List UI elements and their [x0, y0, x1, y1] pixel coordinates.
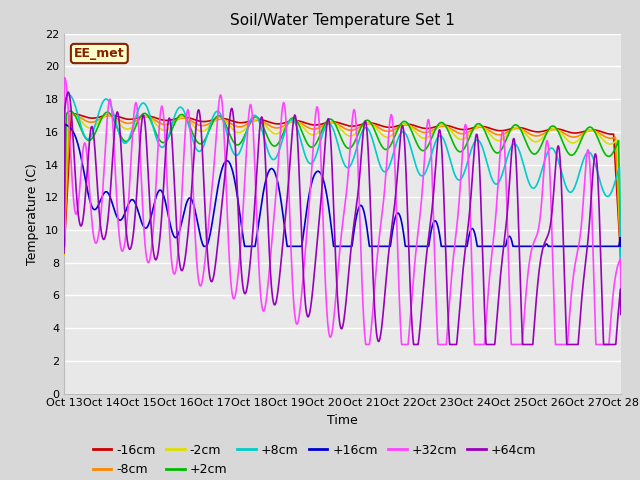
Line: +32cm: +32cm — [64, 78, 621, 345]
+8cm — [298, 141, 306, 147]
-2cm — [60, 252, 68, 258]
-2cm — [157, 126, 164, 132]
+16cm — [298, 243, 306, 249]
-2cm — [68, 111, 76, 117]
+16cm — [274, 179, 282, 185]
Line: -8cm: -8cm — [64, 115, 621, 261]
+64cm — [298, 238, 306, 244]
+32cm — [617, 289, 625, 295]
+2cm — [60, 246, 68, 252]
+32cm — [362, 342, 369, 348]
+32cm — [157, 108, 164, 113]
+2cm — [274, 141, 282, 147]
+32cm — [60, 233, 68, 239]
-8cm — [157, 120, 164, 126]
Line: +2cm: +2cm — [64, 111, 621, 261]
+16cm — [124, 203, 132, 209]
+16cm — [617, 243, 625, 249]
-8cm — [274, 125, 282, 131]
+32cm — [274, 168, 282, 174]
+8cm — [606, 192, 614, 197]
-2cm — [274, 131, 282, 136]
Title: Soil/Water Temperature Set 1: Soil/Water Temperature Set 1 — [230, 13, 455, 28]
+64cm — [547, 223, 554, 229]
Line: -16cm: -16cm — [64, 114, 621, 261]
+8cm — [274, 152, 282, 157]
-16cm — [157, 117, 164, 122]
+2cm — [606, 153, 614, 159]
+64cm — [65, 89, 72, 95]
-8cm — [298, 121, 306, 127]
+32cm — [606, 324, 614, 330]
Legend: -16cm, -8cm, -2cm, +2cm, +8cm, +16cm, +32cm, +64cm: -16cm, -8cm, -2cm, +2cm, +8cm, +16cm, +3… — [88, 439, 541, 480]
-16cm — [298, 119, 306, 125]
-16cm — [69, 111, 77, 117]
+64cm — [157, 226, 164, 231]
+64cm — [617, 312, 625, 317]
-16cm — [60, 251, 68, 257]
-16cm — [124, 116, 132, 122]
+16cm — [546, 243, 554, 249]
+32cm — [547, 179, 554, 185]
-8cm — [617, 258, 625, 264]
+64cm — [60, 250, 68, 256]
+32cm — [61, 75, 68, 81]
-16cm — [274, 121, 282, 127]
+2cm — [67, 108, 74, 114]
-8cm — [606, 135, 614, 141]
+16cm — [606, 243, 614, 249]
-8cm — [60, 252, 68, 257]
+16cm — [60, 243, 68, 249]
+2cm — [157, 139, 164, 144]
+64cm — [606, 342, 614, 348]
+16cm — [61, 121, 68, 127]
+64cm — [410, 342, 417, 348]
+2cm — [617, 258, 625, 264]
+8cm — [124, 138, 132, 144]
X-axis label: Time: Time — [327, 414, 358, 427]
-2cm — [606, 141, 614, 147]
+8cm — [546, 146, 554, 152]
-16cm — [617, 258, 625, 264]
+32cm — [124, 211, 132, 217]
+2cm — [124, 138, 132, 144]
-8cm — [546, 128, 554, 133]
+64cm — [274, 290, 282, 296]
+2cm — [546, 125, 554, 131]
+8cm — [60, 234, 68, 240]
Line: +8cm: +8cm — [64, 95, 621, 272]
+16cm — [157, 187, 164, 193]
-2cm — [298, 123, 306, 129]
-2cm — [617, 256, 625, 262]
Line: -2cm: -2cm — [64, 114, 621, 259]
+8cm — [65, 92, 73, 98]
-16cm — [546, 127, 554, 132]
+8cm — [157, 144, 164, 150]
Y-axis label: Temperature (C): Temperature (C) — [26, 163, 39, 264]
-16cm — [606, 131, 614, 137]
-2cm — [546, 127, 554, 133]
+64cm — [124, 240, 132, 246]
Line: +64cm: +64cm — [64, 92, 621, 345]
+8cm — [617, 269, 625, 275]
-2cm — [124, 126, 132, 132]
-8cm — [68, 112, 76, 118]
+2cm — [298, 129, 306, 134]
Line: +16cm: +16cm — [64, 124, 621, 246]
Text: EE_met: EE_met — [74, 47, 125, 60]
-8cm — [124, 120, 132, 126]
+32cm — [298, 289, 306, 295]
